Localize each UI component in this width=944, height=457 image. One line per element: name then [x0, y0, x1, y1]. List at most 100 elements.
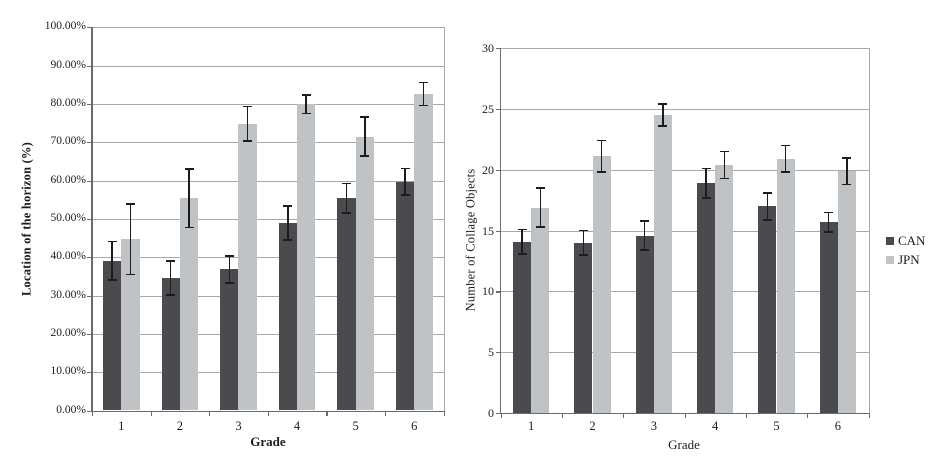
horizon-x-tick-mark — [384, 410, 387, 416]
horizon-bar-can-grade-1 — [102, 260, 122, 411]
horizon-plot-area — [92, 27, 445, 412]
collage-error-bar-can-grade-5-bottom-cap — [762, 218, 772, 221]
horizon-error-bar-jpn-grade-2-top-cap — [184, 168, 194, 170]
horizon-error-bar-jpn-grade-5 — [364, 116, 366, 157]
horizon-x-axis — [87, 410, 444, 412]
horizon-error-bar-can-grade-5-top-cap — [341, 182, 351, 185]
horizon-error-bar-can-grade-4-top-cap — [283, 205, 293, 208]
horizon-gridline-80.00% — [92, 103, 444, 105]
horizon-error-bar-jpn-grade-1 — [129, 203, 132, 275]
collage-bar-can-grade-6 — [819, 222, 838, 413]
collage-error-bar-can-grade-4 — [705, 168, 707, 198]
horizon-x-tick-label-grade-1: 1 — [118, 418, 125, 433]
collage-y-tick-label: 0 — [488, 405, 494, 420]
legend-label-jpn: JPN — [898, 252, 920, 267]
collage-bar-jpn-grade-1 — [531, 207, 550, 413]
collage-x-tick-label-grade-2: 2 — [589, 418, 596, 433]
horizon-y-tick-mark — [87, 27, 92, 29]
horizon-error-bar-jpn-grade-2-bottom-cap — [184, 226, 194, 229]
horizon-y-tick-label: 30.00% — [50, 288, 86, 301]
horizon-y-tick-label: 50.00% — [50, 211, 86, 224]
collage-error-bar-can-grade-3-top-cap — [640, 220, 650, 222]
horizon-error-bar-can-grade-1 — [111, 241, 113, 280]
can-series-swatch — [886, 236, 894, 245]
collage-bar-can-grade-2 — [574, 242, 593, 413]
collage-error-bar-jpn-grade-2-bottom-cap — [597, 171, 607, 174]
collage-error-bar-can-grade-2-top-cap — [578, 229, 588, 232]
horizon-bar-can-grade-2 — [161, 277, 180, 411]
collage-error-bar-can-grade-2-bottom-cap — [578, 254, 588, 256]
collage-bar-jpn-grade-4 — [715, 165, 734, 413]
horizon-bar-can-grade-5 — [337, 198, 356, 411]
collage-y-tick-mark — [495, 169, 501, 172]
horizon-error-bar-can-grade-2-bottom-cap — [166, 293, 176, 296]
horizon-x-tick-mark — [92, 410, 94, 416]
horizon-y-tick-mark — [87, 295, 92, 297]
collage-plot-area — [500, 48, 870, 414]
collage-x-tick-mark — [745, 413, 748, 418]
horizon-y-tick-mark — [87, 372, 92, 374]
horizon-error-bar-jpn-grade-6 — [422, 82, 425, 106]
horizon-y-tick-mark — [87, 65, 92, 67]
collage-y-tick-mark — [495, 291, 501, 293]
horizon-error-bar-can-grade-2-top-cap — [166, 260, 176, 262]
horizon-x-tick-mark — [150, 410, 152, 416]
horizon-error-bar-can-grade-3 — [228, 256, 231, 283]
horizon-chart-x-axis-title: Grade — [250, 434, 286, 449]
horizon-gridline-40.00% — [92, 257, 444, 259]
horizon-y-tick-label: 60.00% — [50, 173, 86, 186]
horizon-y-tick-mark — [87, 180, 92, 182]
collage-error-bar-can-grade-1-bottom-cap — [517, 252, 527, 255]
collage-y-tick-mark — [495, 109, 501, 111]
horizon-error-bar-jpn-grade-1-bottom-cap — [125, 273, 135, 276]
horizon-x-tick-mark — [326, 410, 328, 416]
collage-error-bar-jpn-grade-5-top-cap — [781, 144, 791, 147]
collage-gridline-25 — [500, 109, 869, 111]
collage-error-bar-jpn-grade-6-bottom-cap — [842, 183, 852, 186]
horizon-error-bar-jpn-grade-6-top-cap — [418, 81, 428, 84]
collage-bar-can-grade-4 — [696, 183, 716, 413]
collage-error-bar-jpn-grade-1 — [539, 188, 542, 227]
horizon-y-tick-label: 40.00% — [50, 250, 86, 263]
horizon-error-bar-jpn-grade-1-top-cap — [125, 203, 135, 205]
collage-gridline-5 — [500, 352, 869, 354]
horizon-error-bar-jpn-grade-3 — [246, 106, 249, 142]
horizon-bar-jpn-grade-5 — [355, 136, 374, 411]
collage-error-bar-jpn-grade-2-top-cap — [597, 139, 607, 142]
collage-x-tick-label-grade-1: 1 — [528, 418, 535, 433]
collage-x-tick-label-grade-4: 4 — [712, 418, 719, 433]
collage-error-bar-can-grade-4-bottom-cap — [701, 197, 711, 199]
horizon-y-tick-mark — [87, 257, 92, 259]
horizon-y-tick-label: 70.00% — [50, 135, 86, 148]
horizon-y-tick-label: 10.00% — [50, 365, 86, 378]
collage-error-bar-can-grade-5 — [766, 192, 769, 220]
horizon-bar-jpn-grade-4 — [297, 104, 316, 411]
collage-x-axis — [495, 413, 869, 415]
horizon-error-bar-jpn-grade-2 — [188, 169, 190, 228]
collage-error-bar-jpn-grade-1-bottom-cap — [535, 226, 545, 228]
horizon-bar-jpn-grade-6 — [414, 93, 433, 411]
horizon-y-tick-label: 80.00% — [50, 96, 86, 109]
collage-error-bar-can-grade-2 — [582, 230, 585, 255]
horizon-error-bar-can-grade-6-top-cap — [400, 167, 410, 170]
horizon-gridline-10.00% — [92, 372, 444, 374]
collage-chart-x-axis-title: Grade — [668, 437, 700, 452]
collage-error-bar-jpn-grade-6-top-cap — [842, 156, 852, 159]
horizon-x-tick-label-grade-5: 5 — [352, 418, 359, 433]
collage-bar-can-grade-1 — [512, 241, 532, 413]
horizon-error-bar-jpn-grade-3-top-cap — [243, 105, 253, 108]
jpn-series-swatch — [886, 255, 894, 264]
horizon-gridline-50.00% — [92, 218, 444, 220]
horizon-error-bar-jpn-grade-4-bottom-cap — [301, 112, 311, 115]
collage-error-bar-can-grade-6-bottom-cap — [824, 231, 834, 233]
horizon-bar-jpn-grade-3 — [238, 123, 257, 411]
horizon-bar-jpn-grade-1 — [121, 239, 140, 411]
collage-gridline-15 — [500, 230, 869, 232]
horizon-error-bar-jpn-grade-5-bottom-cap — [360, 155, 370, 157]
horizon-y-tick-mark — [87, 333, 92, 336]
collage-error-bar-jpn-grade-3-top-cap — [658, 103, 668, 105]
collage-bar-can-grade-3 — [635, 235, 654, 413]
collage-x-tick-label-grade-5: 5 — [773, 418, 780, 433]
horizon-error-bar-can-grade-5-bottom-cap — [341, 211, 351, 214]
